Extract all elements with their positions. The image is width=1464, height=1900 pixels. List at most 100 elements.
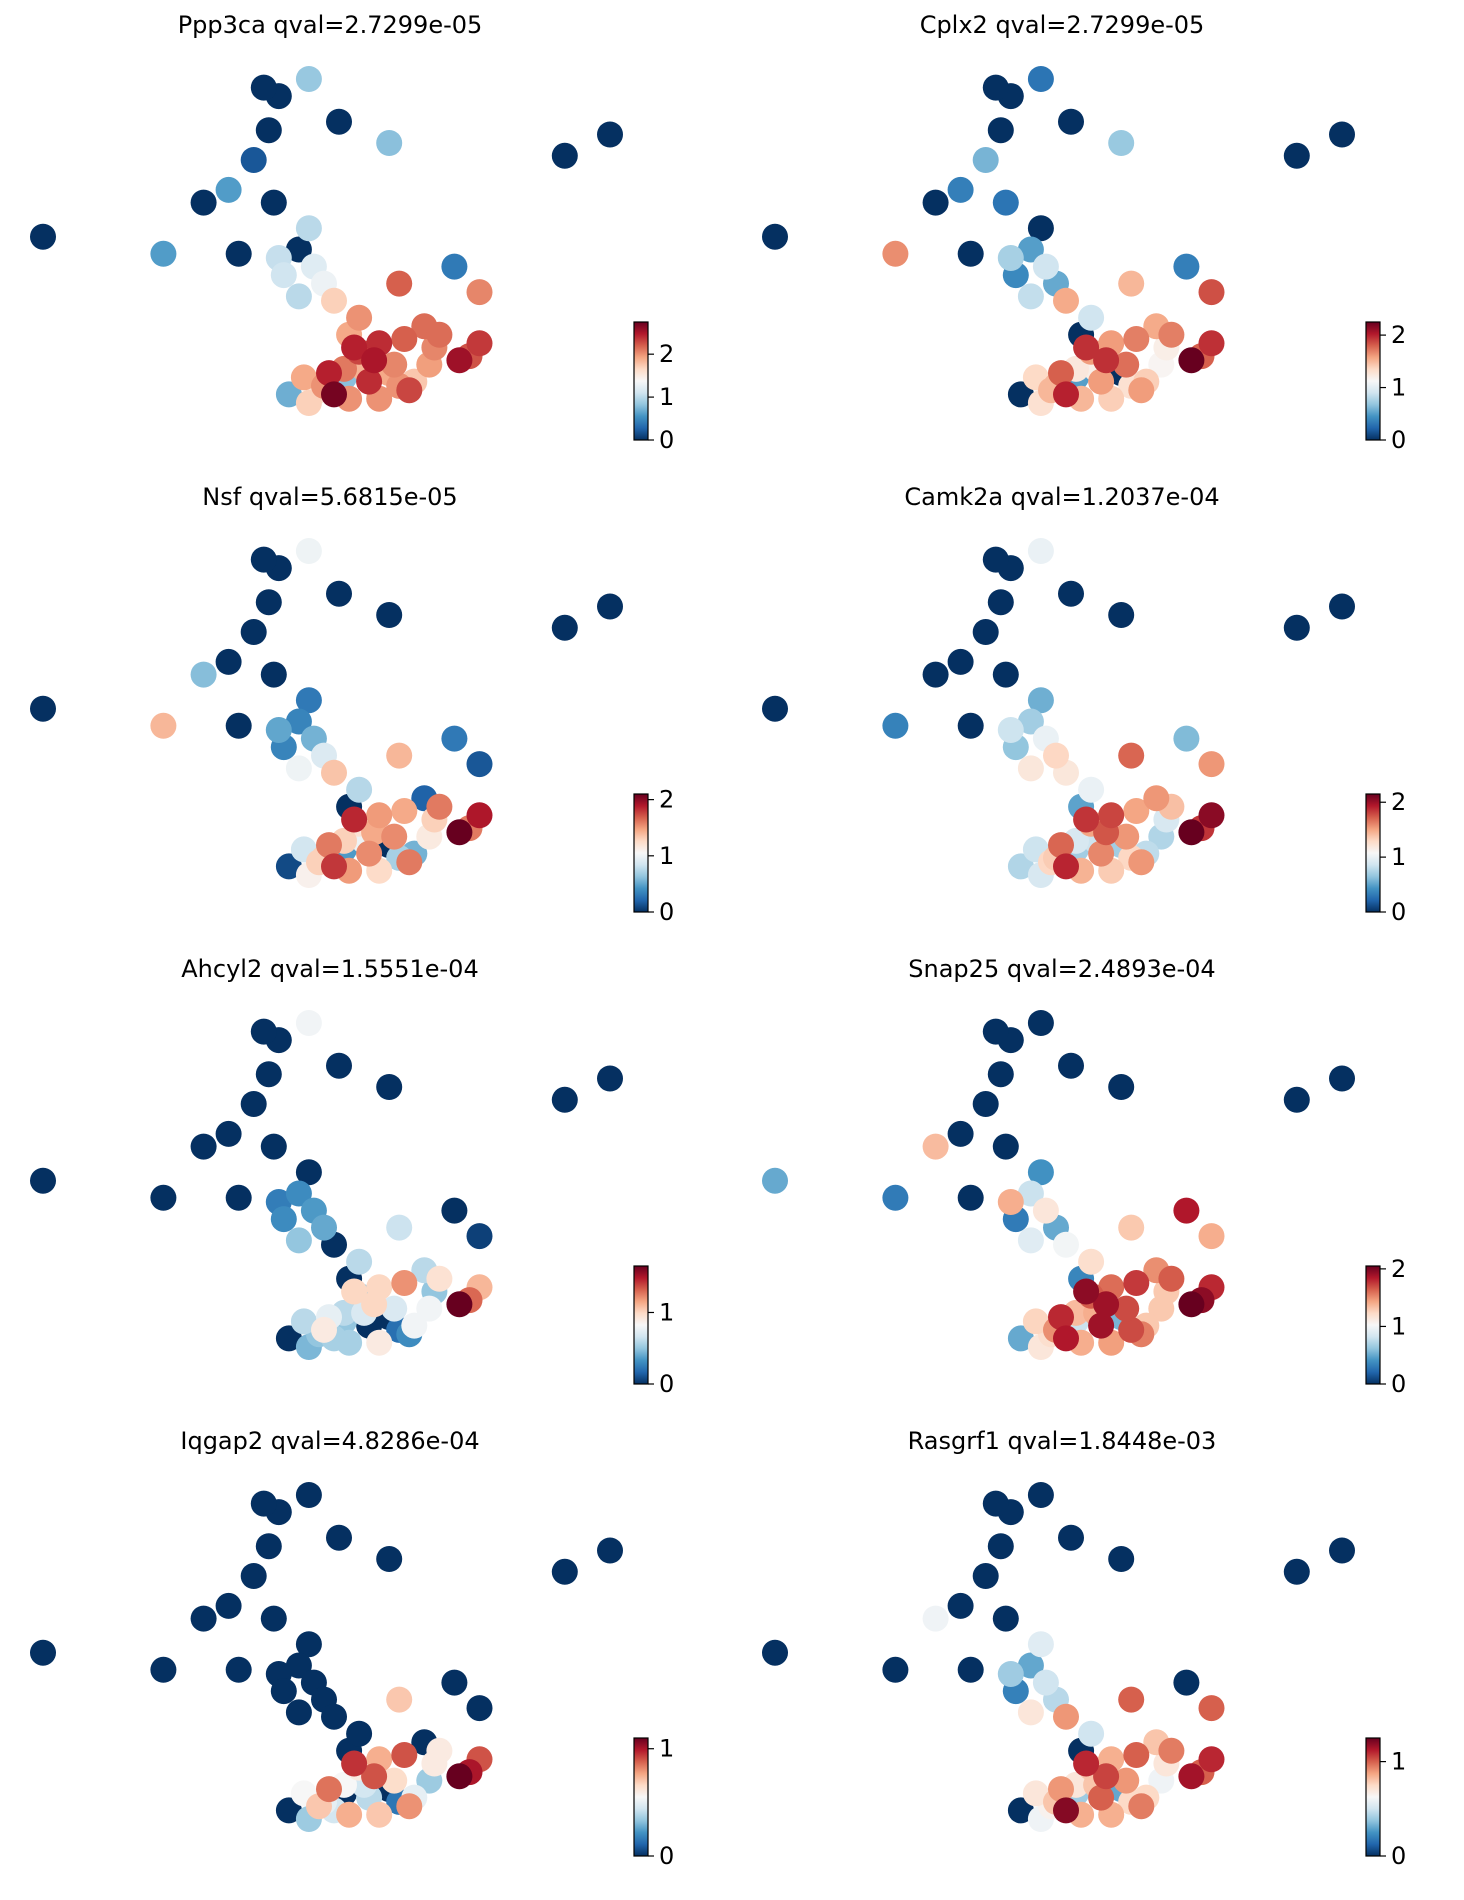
colorbar-tick-label: 2: [659, 786, 674, 814]
scatter-point: [1053, 1797, 1079, 1824]
scatter-point: [285, 1652, 312, 1679]
scatter-point: [1093, 1763, 1120, 1790]
scatter-point: [997, 717, 1024, 743]
scatter-point: [997, 1661, 1024, 1687]
scatter-point: [285, 1180, 312, 1207]
scatter-point: [1073, 806, 1100, 833]
colorbar-tick-label: 1: [1391, 374, 1406, 402]
scatter-point: [150, 240, 177, 267]
scatter-point: [290, 1308, 317, 1335]
colorbar-gradient: [1365, 793, 1381, 913]
scatter-point: [250, 546, 277, 573]
scatter-point: [285, 236, 312, 263]
scatter-point: [346, 776, 373, 803]
scatter-point: [30, 695, 56, 722]
colorbar-tick-label: 1: [1391, 1312, 1406, 1340]
scatter-point: [922, 1605, 949, 1632]
scatter-point: [401, 1312, 428, 1339]
colorbar-tick-label: 1: [659, 1298, 674, 1326]
scatter-point: [1073, 1278, 1100, 1305]
scatter-point: [391, 326, 418, 352]
scatter-point: [295, 538, 322, 564]
scatter-point: [1093, 1291, 1120, 1318]
scatter-point: [992, 189, 1019, 216]
scatter-point: [1158, 1737, 1185, 1764]
panel-title: Camk2a qval=1.2037e-04: [904, 483, 1219, 511]
colorbar-tick-label: 1: [659, 383, 674, 411]
scatter-point: [1078, 776, 1105, 803]
scatter-point: [295, 390, 322, 416]
scatter-point: [1178, 819, 1205, 846]
scatter-point: [356, 840, 383, 867]
scatter-point: [381, 1295, 408, 1322]
scatter-point: [1123, 1742, 1150, 1768]
scatter-point: [882, 712, 909, 739]
scatter-point: [972, 1563, 999, 1589]
scatter-point: [1053, 853, 1079, 880]
colorbar: 0 1 2: [1365, 788, 1406, 926]
scatter-point: [260, 1605, 287, 1632]
scatter-point: [295, 1159, 322, 1186]
scatter-point: [295, 66, 322, 92]
scatter-point: [361, 1763, 388, 1790]
scatter-point: [326, 580, 352, 607]
scatter-point: [1283, 1086, 1310, 1113]
scatter-point: [326, 1052, 352, 1079]
panel-ahcyl2: Ahcyl2 qval=1.5551e-04 01: [30, 955, 674, 1398]
scatter-point: [311, 1316, 337, 1343]
scatter-point: [1173, 1197, 1200, 1224]
scatter-point: [1198, 1746, 1225, 1773]
scatter-point: [551, 1558, 578, 1585]
colorbar-gradient: [1365, 321, 1381, 441]
scatter-point: [1032, 1669, 1059, 1696]
scatter-point: [762, 223, 788, 250]
scatter-point: [270, 262, 297, 289]
scatter-point: [391, 798, 418, 824]
scatter-point: [1118, 1686, 1145, 1713]
scatter-point: [1113, 1295, 1140, 1322]
scatter-point: [1058, 108, 1084, 135]
scatter-point: [1128, 849, 1155, 876]
scatter-point: [1158, 1265, 1185, 1292]
scatter-point: [446, 1291, 473, 1318]
scatter-point: [366, 1329, 393, 1356]
panel-title: Nsf qval=5.6815e-05: [202, 483, 457, 511]
scatter-point: [285, 708, 312, 735]
scatter-points: [762, 1482, 1355, 1832]
scatter-point: [1027, 1159, 1054, 1186]
scatter-point: [255, 117, 282, 144]
scatter-point: [1198, 279, 1225, 306]
scatter-point: [992, 1605, 1019, 1632]
colorbar-tick-label: 0: [659, 1842, 674, 1870]
scatter-point: [1093, 347, 1120, 374]
scatter-point: [290, 364, 317, 391]
scatter-point: [215, 1120, 242, 1147]
scatter-point: [295, 1482, 322, 1508]
scatter-point: [1007, 1797, 1034, 1824]
colorbar-gradient: [1365, 1737, 1381, 1857]
scatter-point: [1329, 121, 1355, 148]
panel-title: Snap25 qval=2.4893e-04: [908, 955, 1215, 983]
scatter-point: [1078, 304, 1105, 331]
panel-iqgap2: Iqgap2 qval=4.8286e-04 01: [30, 1427, 674, 1870]
scatter-point: [396, 1793, 423, 1820]
scatter-point: [957, 1656, 984, 1683]
scatter-point: [1198, 751, 1225, 778]
scatter-point: [386, 1686, 413, 1713]
scatter-point: [240, 1563, 267, 1589]
scatter-point: [446, 1763, 473, 1790]
scatter-point: [326, 108, 352, 135]
scatter-point: [1027, 687, 1054, 714]
scatter-point: [240, 619, 267, 645]
scatter-point: [386, 1214, 413, 1241]
scatter-points: [30, 1010, 623, 1360]
colorbar-tick-label: 0: [659, 426, 674, 454]
scatter-point: [441, 253, 468, 280]
scatter-point: [316, 832, 342, 859]
scatter-point: [1113, 351, 1140, 378]
scatter-point: [386, 270, 413, 297]
panel-title: Ppp3ca qval=2.7299e-05: [178, 11, 483, 39]
scatter-point: [1128, 377, 1155, 404]
scatter-point: [426, 321, 453, 348]
